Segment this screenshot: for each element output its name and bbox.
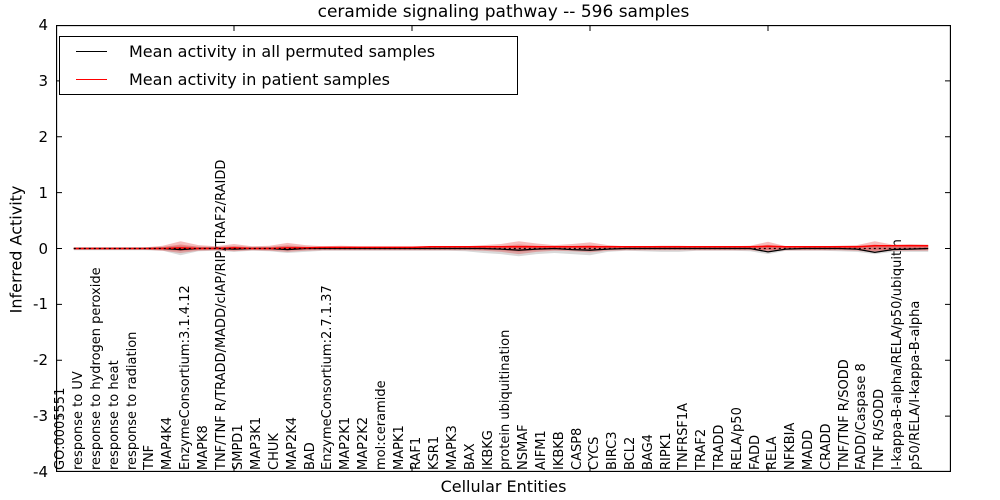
y-tick-label: 2 bbox=[38, 127, 48, 146]
legend-label: Mean activity in all permuted samples bbox=[129, 42, 436, 62]
y-tick-label: -1 bbox=[33, 295, 48, 314]
y-tick-label: -2 bbox=[33, 351, 48, 370]
y-tick-label: 4 bbox=[38, 16, 48, 34]
y-tick-label: -3 bbox=[33, 407, 48, 426]
patient-violin-band bbox=[73, 241, 929, 255]
y-tick-label: 3 bbox=[38, 71, 48, 90]
plot-border bbox=[56, 25, 951, 472]
x-axis-label: Cellular Entities bbox=[440, 477, 567, 496]
chart-title: ceramide signaling pathway -- 596 sample… bbox=[317, 2, 690, 22]
legend: Mean activity in all permuted samples Me… bbox=[59, 36, 518, 95]
y-tick-label: 0 bbox=[38, 239, 48, 258]
patient-line-swatch bbox=[76, 78, 107, 80]
plot-area bbox=[56, 25, 951, 472]
legend-item-permuted: Mean activity in all permuted samples bbox=[60, 39, 517, 65]
y-tick-label: -4 bbox=[33, 463, 48, 481]
y-tick-label: 1 bbox=[38, 183, 48, 202]
patient-mean-line bbox=[73, 244, 929, 250]
legend-item-patient: Mean activity in patient samples bbox=[60, 66, 517, 92]
legend-label: Mean activity in patient samples bbox=[129, 69, 390, 89]
permuted-line-swatch bbox=[76, 51, 107, 53]
